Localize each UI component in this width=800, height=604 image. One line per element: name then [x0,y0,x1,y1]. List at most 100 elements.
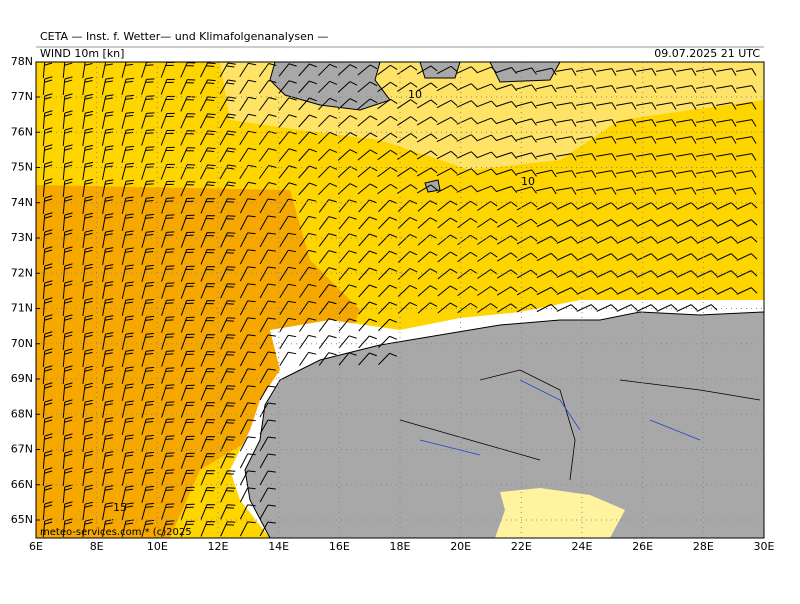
wind-barb [82,365,93,384]
wind-barb [378,352,398,366]
wind-barb [516,252,538,262]
wind-barb [576,219,598,227]
wind-barb [239,147,257,163]
wind-barb [736,253,758,261]
wind-barb [102,502,114,520]
wind-barb [616,287,638,295]
wind-barb [161,333,175,350]
wind-barb [200,266,216,282]
wind-barb [82,110,94,129]
wind-barb [279,215,297,231]
map-area [36,62,764,538]
wind-barb [82,297,93,316]
wind-barb [259,504,276,520]
wind-barb [42,178,53,198]
wind-barb [102,298,114,316]
wind-barb [200,470,216,486]
wind-barb [121,519,134,537]
wind-barb [656,153,677,161]
wind-barb [180,452,195,469]
wind-barb [200,402,216,418]
wind-barb [596,304,618,312]
wind-barb [477,303,498,313]
lat-label: 77N [11,90,33,103]
wind-barb [357,183,378,195]
wind-barb [576,136,597,144]
wind-barb [220,453,236,469]
wind-barb [258,114,277,128]
wind-barb [62,246,73,266]
wind-barb [318,335,337,349]
wind-barb [62,76,73,96]
wind-barb [141,298,155,316]
wind-barb [338,199,357,213]
lat-label: 69N [11,372,33,385]
wind-barb [82,484,93,503]
wind-barb [42,501,53,521]
wind-barb [417,302,438,314]
wind-barb [457,217,478,229]
wind-barb [298,63,317,77]
wind-barb [82,161,94,180]
wind-barb [636,187,657,195]
wind-barb [516,169,537,177]
wind-barb [397,99,418,109]
wind-barb [62,280,73,300]
wind-barb [161,503,175,520]
wind-barb [556,136,577,144]
wind-barb [101,62,113,78]
wind-barb [141,213,155,231]
wind-barb [279,351,297,367]
wind-barb [239,198,256,214]
wind-barb [121,366,134,384]
wind-barb [596,287,618,295]
wind-barb [239,317,256,333]
wind-barb [596,219,618,227]
wind-barb [378,250,398,264]
lon-label: 22E [511,540,532,553]
lat-label: 76N [11,125,33,138]
islands [419,62,561,83]
wind-barb [82,450,93,469]
wind-barb [716,253,738,261]
wind-barb [616,136,637,144]
wind-barb [258,80,277,94]
wind-barb [101,94,114,112]
wind-barb [616,102,637,110]
wind-barb [696,236,718,244]
lon-label: 26E [632,540,653,553]
wind-barb [239,368,256,384]
wind-barb [516,218,538,228]
wind-barb [141,230,155,248]
wind-barb [239,504,256,520]
wind-barb [219,96,236,112]
lon-label: 10E [147,540,168,553]
lon-label: 12E [208,540,229,553]
wind-barb [676,270,698,278]
wind-barb [180,367,195,384]
wind-barb [358,267,377,281]
wind-barb [102,315,114,333]
wind-barb [516,118,537,126]
wind-barb [636,68,657,76]
wind-barb [180,265,195,282]
watermark: meteo-services.com * (c)2025 [40,527,192,538]
lon-label: 30E [754,540,775,553]
wind-barb [456,134,478,142]
wind-barb [239,300,256,316]
wind-barb [278,165,297,179]
wind-barb [102,264,114,282]
lon-label: 18E [390,540,411,553]
wind-barb [656,287,678,295]
borders [399,369,761,481]
wind-barb [121,417,134,435]
wind-barb [576,119,597,127]
wind-barb [42,76,53,96]
wind-barb [62,263,73,283]
wind-barb [121,213,134,231]
wind-barb [596,202,618,210]
wind-barb [556,102,577,110]
wind-barb [82,263,93,282]
wind-barb [180,62,196,78]
